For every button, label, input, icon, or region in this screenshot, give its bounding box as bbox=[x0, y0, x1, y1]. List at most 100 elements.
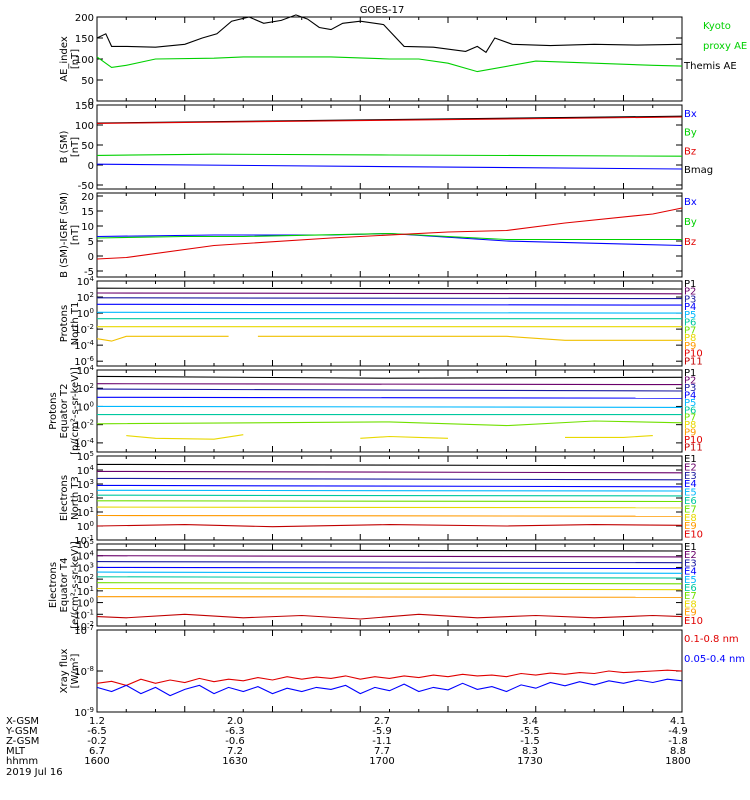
y-tick-label: 10 bbox=[81, 222, 94, 233]
legend-entry: P11 bbox=[684, 356, 703, 367]
y-tick-label: 100 bbox=[75, 55, 94, 66]
series-E7 bbox=[96, 500, 683, 503]
footer-value: -1.8 bbox=[668, 736, 688, 747]
series-P8 bbox=[96, 335, 229, 342]
panel-3: -5 0 5 10 15 20 B (SM)-IGRF (SM) [nT] Bx By Bz bbox=[59, 192, 697, 278]
series-P4 bbox=[96, 396, 683, 399]
footer-value: -6.5 bbox=[87, 726, 107, 737]
series-E9 bbox=[96, 514, 683, 517]
y-tick-label: -50 bbox=[78, 181, 94, 192]
series-P1 bbox=[96, 287, 683, 290]
y-axis-label: Equator T4 bbox=[59, 558, 70, 613]
series-E1 bbox=[96, 549, 683, 552]
y-tick-label: 150 bbox=[75, 101, 94, 112]
y-axis-label: [nT] bbox=[70, 225, 81, 245]
legend-entry: P5 bbox=[684, 310, 696, 321]
series-E8 bbox=[96, 506, 683, 509]
series-Themis AE bbox=[96, 14, 683, 54]
legend-entry: 0.1-0.8 nm bbox=[684, 634, 739, 645]
legend-entry: proxy AE bbox=[703, 41, 747, 52]
legend-entry: P9 bbox=[684, 428, 696, 439]
y-tick-label: 105 bbox=[77, 450, 94, 463]
legend-entry: E1 bbox=[684, 454, 697, 465]
legend-entry: Bz bbox=[684, 237, 696, 248]
footer-row-label: Z-GSM bbox=[6, 736, 39, 747]
legend-entry: E9 bbox=[684, 608, 697, 619]
series-P2 bbox=[96, 383, 683, 386]
legend-entry: E2 bbox=[684, 462, 697, 473]
legend-entry: E4 bbox=[684, 479, 697, 490]
footer-value: -6.3 bbox=[225, 726, 245, 737]
legend-entry: E8 bbox=[684, 599, 697, 610]
footer-value: -0.6 bbox=[225, 736, 245, 747]
y-tick-label: 0 bbox=[88, 252, 94, 263]
legend-entry: P3 bbox=[684, 383, 696, 394]
y-tick-label: 104 bbox=[77, 464, 95, 477]
plot-title: GOES-17 bbox=[360, 5, 405, 16]
legend-entry: Bmag bbox=[684, 165, 713, 176]
y-axis-label: Equator T2 bbox=[59, 384, 70, 439]
legend-entry: Themis AE bbox=[683, 61, 737, 72]
y-tick-label: 150 bbox=[75, 34, 94, 45]
legend-entry: P6 bbox=[684, 318, 696, 329]
legend-entry: E10 bbox=[684, 530, 703, 541]
series-P5 bbox=[96, 311, 683, 314]
y-axis-label: [nT] bbox=[70, 49, 81, 69]
legend-entry: By bbox=[684, 217, 697, 228]
legend-entry: E6 bbox=[684, 496, 697, 507]
legend-entry: E3 bbox=[684, 558, 697, 569]
panel-1: 0 50 100 150 200 AE_index [nT] Kyoto proxy AE The… bbox=[59, 13, 747, 108]
legend-entry: P7 bbox=[684, 413, 696, 424]
series-E6 bbox=[96, 494, 683, 497]
footer-value: 7.7 bbox=[374, 746, 390, 757]
legend-entry: E6 bbox=[684, 583, 697, 594]
y-axis-label: Electrons bbox=[59, 475, 70, 521]
legend-entry: P1 bbox=[684, 368, 696, 379]
y-axis-label: AE_index bbox=[59, 36, 70, 82]
legend-entry: P9 bbox=[684, 341, 696, 352]
footer-value: 8.8 bbox=[670, 746, 686, 757]
legend-entry: E1 bbox=[684, 542, 697, 553]
legend-entry: P10 bbox=[684, 435, 703, 446]
series-P3 bbox=[96, 388, 683, 392]
footer-value: -1.1 bbox=[372, 736, 392, 747]
series-E2 bbox=[96, 555, 683, 558]
y-tick-label: 104 bbox=[77, 275, 95, 288]
footer-row-label: hhmm bbox=[6, 756, 38, 767]
series-E8 bbox=[96, 587, 683, 591]
y-tick-label: 0 bbox=[88, 97, 94, 108]
series-P3 bbox=[96, 297, 683, 300]
legend-entry: P10 bbox=[684, 349, 703, 360]
panel-2: -50 0 50 100 150 B (SM) [nT] Bx By Bz Bmag bbox=[59, 101, 713, 192]
y-axis-label: North T1 bbox=[70, 302, 81, 346]
legend-entry: P3 bbox=[684, 294, 696, 305]
footer-value: -1.5 bbox=[520, 736, 540, 747]
y-tick-label: 10-7 bbox=[74, 624, 94, 637]
legend-entry: Bx bbox=[684, 109, 697, 120]
panel-frame bbox=[96, 629, 683, 713]
series-E4 bbox=[96, 566, 683, 570]
footer-row-label: Y-GSM bbox=[5, 726, 38, 737]
y-axis-label: Protons bbox=[48, 392, 59, 429]
footer-value: -5.5 bbox=[520, 726, 540, 737]
series-P8 bbox=[126, 434, 244, 440]
legend-entry: Bz bbox=[684, 146, 696, 157]
date-label: 2019 Jul 16 bbox=[6, 767, 63, 778]
legend-entry: Bx bbox=[684, 197, 697, 208]
footer-value: 1730 bbox=[517, 756, 542, 767]
footer-value: 6.7 bbox=[89, 746, 105, 757]
y-tick-label: 5 bbox=[88, 237, 94, 248]
legend-entry: 0.05-0.4 nm bbox=[684, 654, 745, 665]
footer-value: 2.0 bbox=[227, 716, 243, 727]
series-E1 bbox=[96, 463, 683, 467]
series-P8c bbox=[565, 435, 653, 438]
series-E4 bbox=[96, 484, 683, 488]
series-E3 bbox=[96, 561, 683, 564]
series-P7 bbox=[96, 420, 683, 427]
